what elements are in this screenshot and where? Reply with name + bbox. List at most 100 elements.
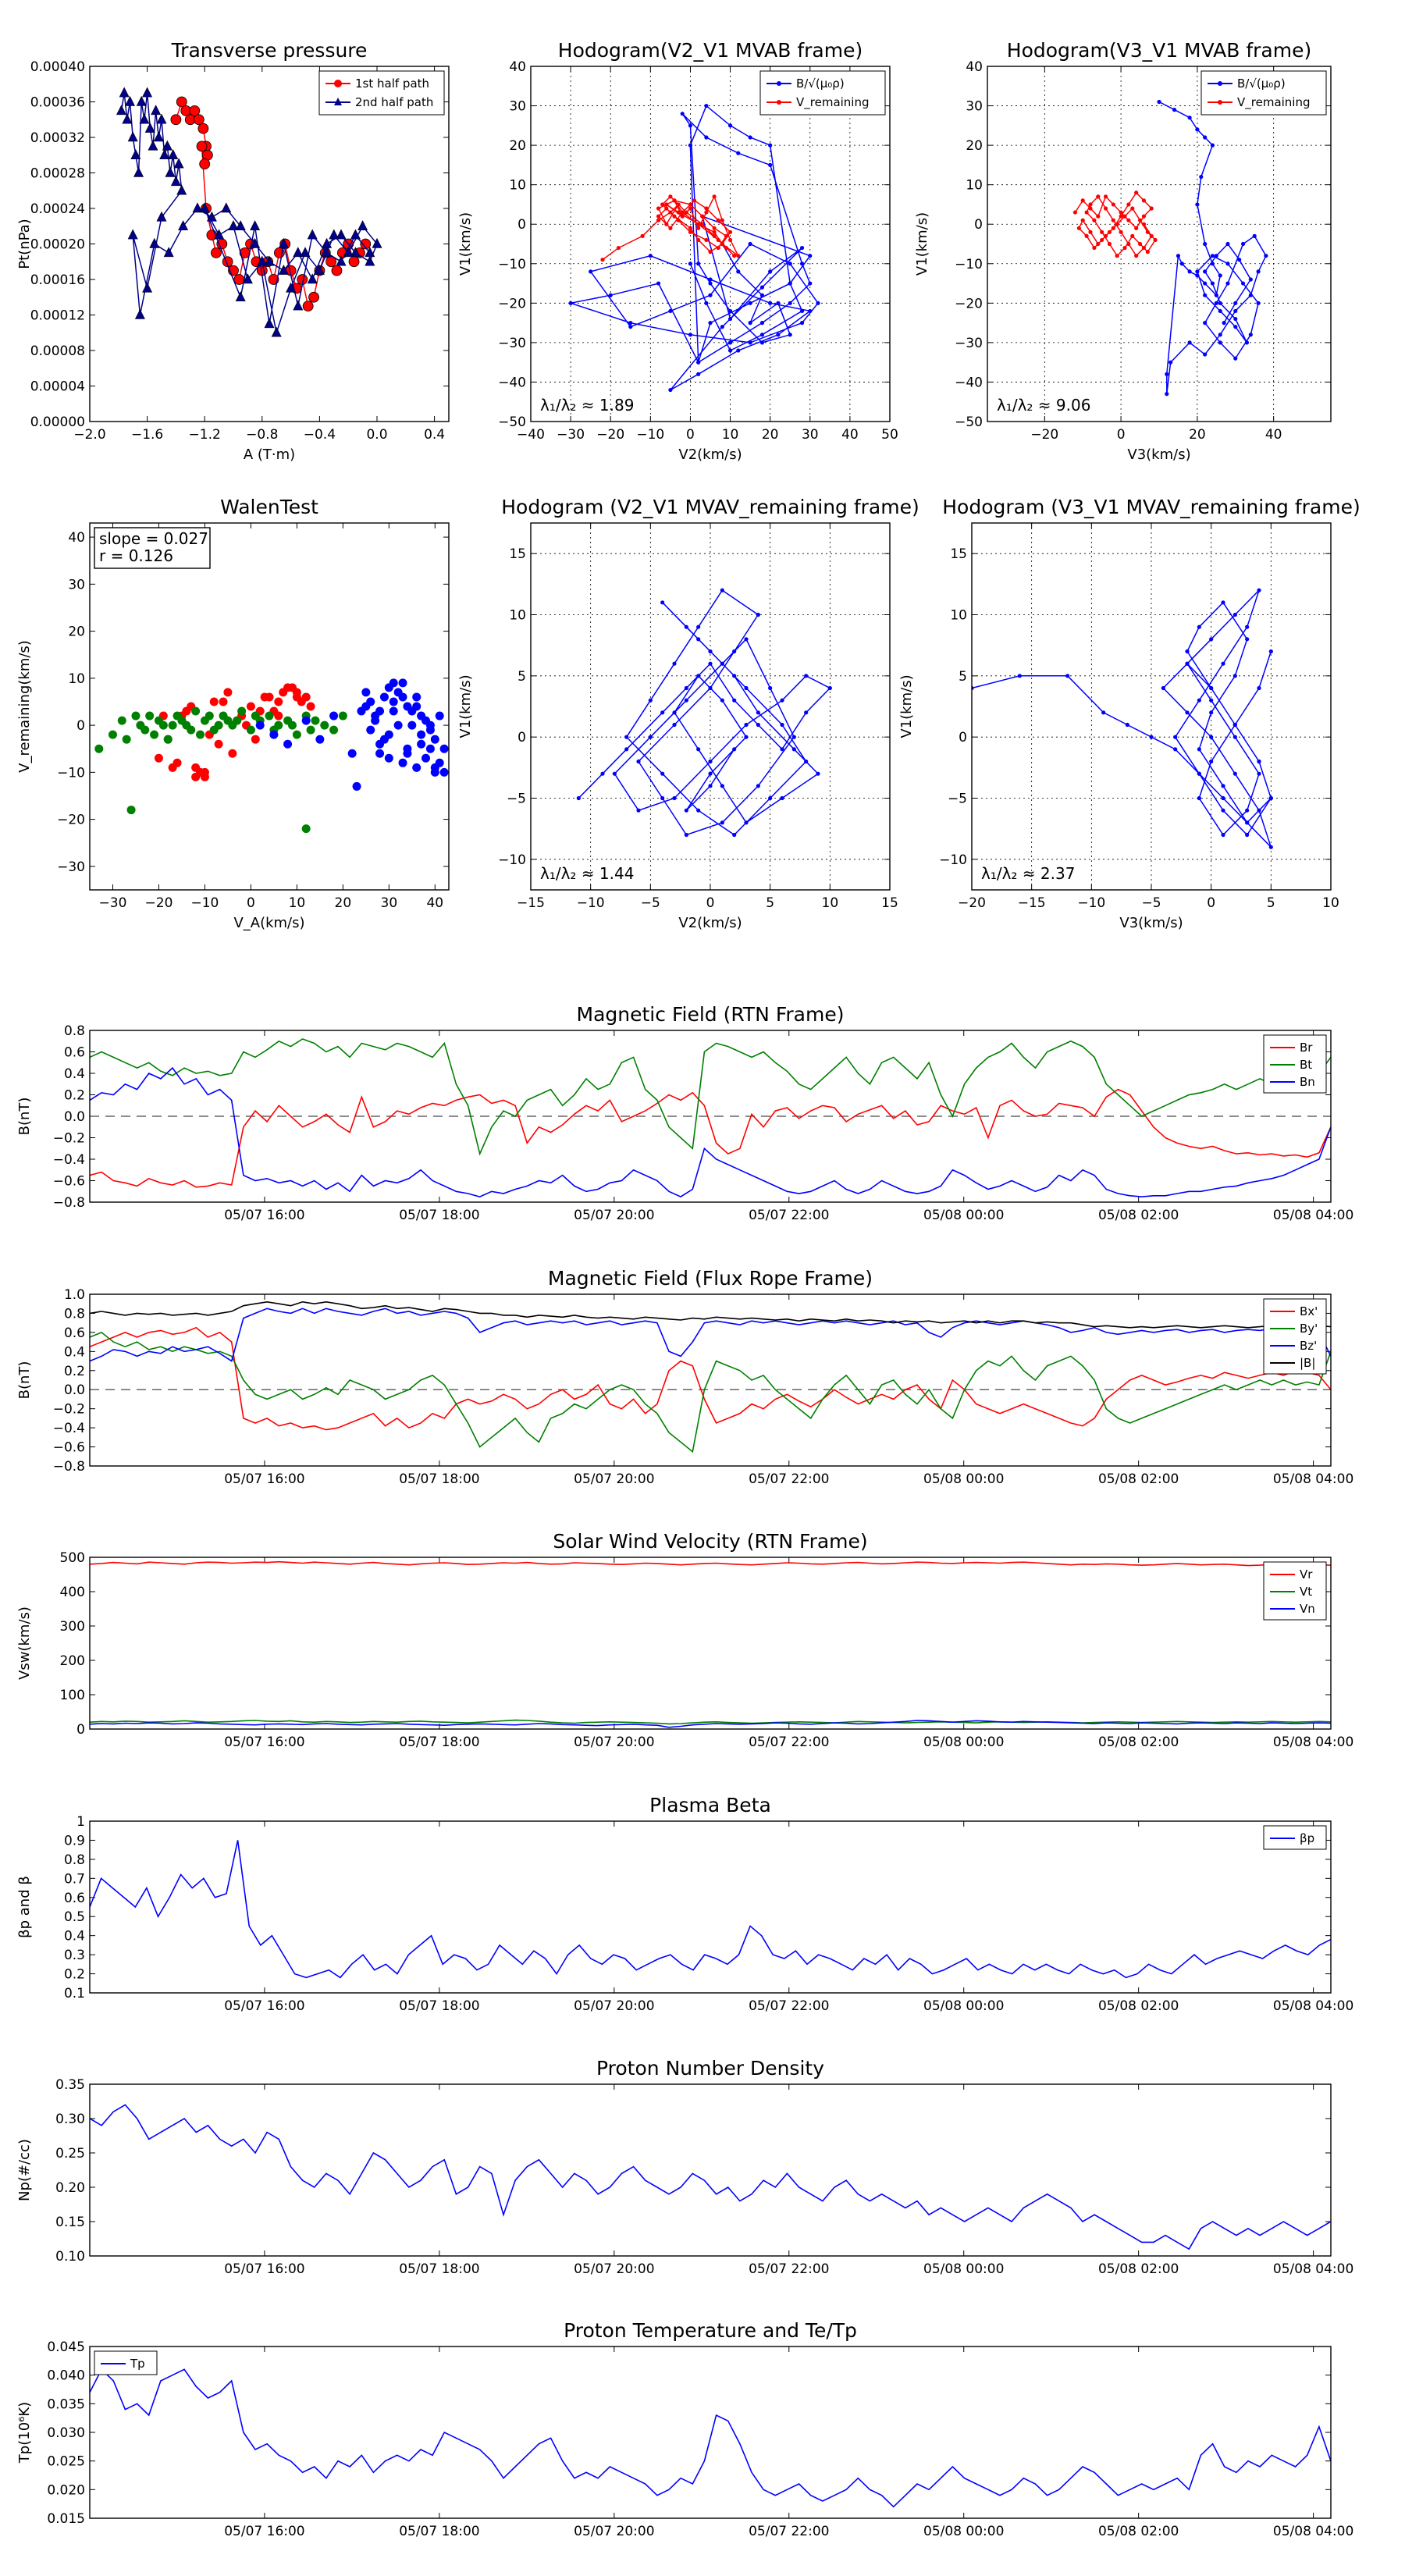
data-point	[127, 229, 138, 240]
x-tick-label: 05/08 02:00	[1098, 1735, 1179, 1750]
x-tick-label: 05/07 20:00	[574, 1471, 654, 1487]
y-tick-label: 40	[68, 530, 85, 546]
data-point	[122, 735, 131, 744]
data-point	[708, 759, 713, 764]
x-tick-label: 05/07 22:00	[749, 2524, 829, 2539]
data-point	[1221, 832, 1225, 838]
data-point	[744, 637, 749, 642]
data-point	[251, 711, 260, 720]
data-point	[1161, 685, 1165, 691]
y-tick-label: 0.045	[47, 2339, 85, 2355]
axes-frame	[971, 522, 1332, 891]
plot-area	[116, 87, 382, 337]
data-point	[125, 95, 136, 106]
data-point	[384, 753, 393, 763]
data-point	[320, 720, 329, 730]
data-point	[780, 698, 784, 703]
data-point	[660, 202, 665, 207]
data-point	[235, 220, 246, 231]
x-tick-label: 05/08 00:00	[923, 1998, 1004, 2014]
data-point	[1218, 301, 1222, 305]
data-point	[403, 744, 412, 753]
data-point	[139, 113, 150, 124]
x-tick-label: −10	[636, 427, 664, 443]
x-tick-label: 05/08 04:00	[1273, 1208, 1353, 1223]
data-point	[242, 273, 253, 284]
y-tick-label: 0.020	[47, 2482, 85, 2498]
y-tick-label: 0.35	[55, 2077, 85, 2093]
data-point	[1187, 340, 1192, 345]
data-point	[228, 749, 237, 758]
y-tick-label: 400	[60, 1585, 85, 1600]
series-line	[90, 1719, 1331, 1725]
x-tick-label: −10	[190, 895, 219, 911]
y-tick-label: −0.8	[53, 1459, 85, 1475]
data-point	[748, 135, 752, 140]
data-point	[193, 114, 205, 126]
x-tick-label: 05/07 20:00	[574, 2524, 654, 2539]
data-point	[348, 256, 360, 268]
data-point	[704, 103, 709, 109]
y-tick-label: 10	[509, 608, 526, 624]
legend-marker	[1218, 81, 1222, 86]
data-point	[250, 220, 261, 231]
data-point	[727, 340, 733, 345]
data-point	[688, 262, 693, 266]
data-point	[1017, 674, 1022, 678]
data-point	[1176, 254, 1181, 258]
y-tick-label: 0.8	[64, 1852, 85, 1868]
data-point	[708, 771, 713, 776]
data-point	[422, 753, 431, 763]
x-tick-label: −30	[557, 427, 585, 443]
data-point	[357, 220, 368, 231]
data-point	[727, 123, 733, 128]
data-point	[688, 206, 693, 211]
plot-area	[94, 678, 449, 834]
data-point	[311, 716, 320, 725]
stats-text: r = 0.126	[99, 546, 173, 565]
legend-label: 1st half path	[355, 76, 429, 91]
x-tick-label: 05/07 16:00	[224, 1208, 304, 1223]
y-tick-label: 0	[518, 730, 526, 745]
y-tick-label: 200	[60, 1653, 85, 1669]
data-point	[660, 771, 665, 776]
y-tick-label: −10	[498, 852, 526, 868]
x-tick-label: 05/07 18:00	[399, 1208, 479, 1223]
series-line	[90, 1326, 1331, 1431]
data-point	[365, 255, 375, 266]
series-line	[90, 1840, 1331, 1979]
x-tick-label: 05/08 04:00	[1273, 2261, 1353, 2277]
y-axis-label: V_remaining(km/s)	[16, 640, 33, 773]
data-point	[255, 720, 265, 730]
y-tick-label: 0.2	[64, 1088, 85, 1104]
data-point	[1122, 245, 1127, 251]
chart-ts5: Proton Number Density 0.10 0.15 0.20 0.25 0.3…	[16, 2057, 1353, 2277]
data-point	[727, 308, 733, 314]
data-point	[250, 237, 261, 248]
data-point	[1195, 127, 1200, 132]
y-tick-label: −20	[498, 296, 526, 311]
data-point	[1245, 624, 1250, 629]
data-point	[1126, 218, 1131, 222]
data-point	[156, 113, 167, 124]
x-tick-label: 05/07 16:00	[224, 2524, 304, 2539]
legend-label: Br	[1300, 1041, 1313, 1055]
data-point	[271, 326, 282, 337]
x-tick-label: 05/08 02:00	[1098, 1471, 1179, 1487]
data-point	[307, 273, 318, 284]
data-point	[1096, 194, 1101, 199]
series-line	[90, 2104, 1331, 2250]
data-point	[1245, 832, 1250, 838]
y-tick-label: 0.25	[55, 2146, 85, 2161]
data-point	[375, 706, 385, 716]
data-point	[1233, 316, 1238, 322]
data-point	[688, 333, 693, 337]
y-tick-label: 40	[509, 59, 526, 75]
y-tick-label: 20	[68, 624, 85, 640]
axes-frame	[530, 66, 891, 422]
data-point	[108, 730, 117, 739]
x-tick-label: 5	[1267, 895, 1275, 911]
y-tick-label: 0.1	[64, 1986, 85, 2001]
y-tick-label: 0	[76, 718, 85, 734]
data-point	[1209, 698, 1214, 703]
